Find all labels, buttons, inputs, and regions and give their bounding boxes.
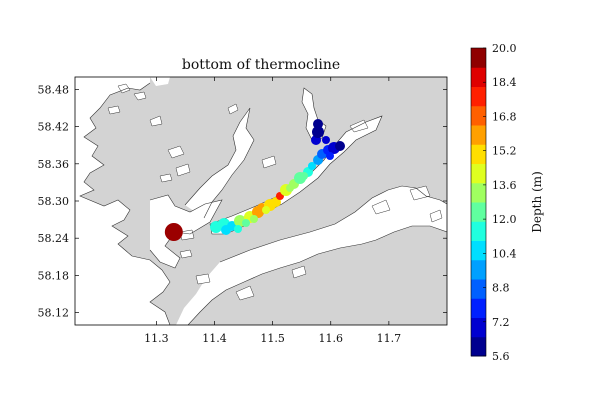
colorbar-tick-label: 18.4 xyxy=(492,76,517,89)
colorbar-tick-label: 10.4 xyxy=(492,247,517,260)
colorbar-segment xyxy=(471,298,486,318)
inner-bay xyxy=(150,77,170,86)
x-tick-label: 11.5 xyxy=(260,332,285,345)
depth-sample xyxy=(300,172,308,180)
x-tick-label: 11.3 xyxy=(144,332,169,345)
depth-sample xyxy=(286,184,294,192)
colorbar-tick-label: 7.2 xyxy=(492,316,510,329)
depth-sample xyxy=(250,215,258,223)
y-tick-label: 58.24 xyxy=(38,232,70,245)
southern-water xyxy=(176,186,447,325)
map-title: bottom of thermocline xyxy=(182,57,340,73)
depth-sample xyxy=(242,219,250,227)
colorbar-segment xyxy=(471,163,486,184)
y-tick-label: 58.48 xyxy=(38,83,70,96)
colorbar-label: Depth (m) xyxy=(530,171,544,233)
y-tick-label: 58.42 xyxy=(38,121,70,134)
x-tick-label: 11.4 xyxy=(202,332,227,345)
colorbar-segment xyxy=(471,125,486,145)
station-marker xyxy=(164,223,183,241)
depth-sample xyxy=(312,126,324,138)
colorbar-segment xyxy=(471,317,486,338)
colorbar-tick-label: 16.8 xyxy=(492,110,517,123)
colorbar xyxy=(471,48,486,357)
depth-sample xyxy=(335,141,345,151)
colorbar-tick-label: 15.2 xyxy=(492,145,517,158)
colorbar-frame xyxy=(470,47,487,357)
colorbar-segment xyxy=(471,221,486,241)
y-tick-label: 58.12 xyxy=(38,307,70,320)
colorbar-segment xyxy=(471,202,486,222)
depth-sample xyxy=(308,162,316,170)
colorbar-segment xyxy=(471,86,486,107)
y-tick-label: 58.18 xyxy=(38,269,70,282)
y-axis: 58.48 58.42 58.36 58.30 58.24 58.18 58.12 xyxy=(38,83,447,320)
depth-sample xyxy=(322,136,330,144)
colorbar-segment xyxy=(471,144,486,164)
y-tick-label: 58.36 xyxy=(38,158,70,171)
colorbar-ticks: 20.0 18.4 16.8 15.2 13.6 12.0 10.4 8.8 7.2 5.6 xyxy=(483,42,517,363)
colorbar-segment xyxy=(471,240,486,261)
colorbar-segment xyxy=(471,67,486,87)
depth-sample xyxy=(221,225,231,235)
colorbar-tick-label: 20.0 xyxy=(492,42,517,55)
colorbar-segment xyxy=(471,336,486,357)
colorbar-segment xyxy=(471,105,486,126)
colorbar-segment xyxy=(471,182,486,203)
fjord-mouth-water xyxy=(185,108,254,218)
colorbar-tick-label: 5.6 xyxy=(492,350,510,363)
colorbar-tick-label: 12.0 xyxy=(492,213,517,226)
thermocline-depth-field xyxy=(210,119,345,235)
map-plot-area xyxy=(75,77,447,325)
islands xyxy=(107,83,443,301)
colorbar-segment xyxy=(471,259,486,280)
x-axis: 11.3 11.4 11.5 11.6 11.7 xyxy=(144,77,401,345)
colorbar-segment xyxy=(471,48,486,68)
open-sea xyxy=(75,77,170,325)
depth-sample xyxy=(234,225,242,233)
colorbar-tick-label: 13.6 xyxy=(492,179,517,192)
depth-sample xyxy=(326,152,334,160)
colorbar-tick-label: 8.8 xyxy=(492,282,510,295)
depth-sample xyxy=(313,119,323,129)
x-tick-label: 11.6 xyxy=(319,332,344,345)
colorbar-segment xyxy=(471,279,486,299)
y-tick-label: 58.30 xyxy=(38,195,70,208)
x-tick-label: 11.7 xyxy=(377,332,402,345)
depth-sample xyxy=(262,206,270,214)
